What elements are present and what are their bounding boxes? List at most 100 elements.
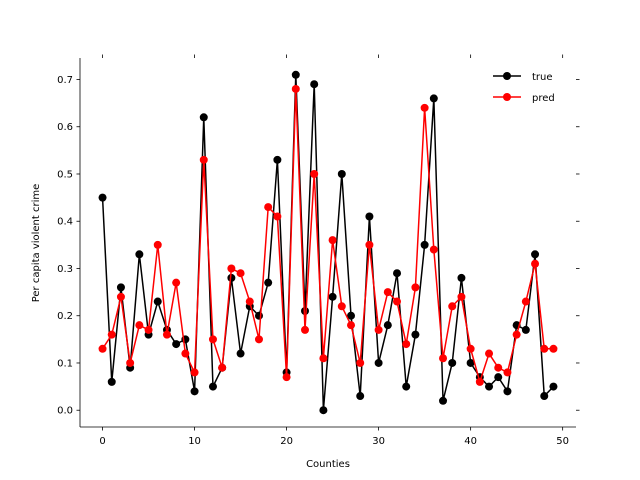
data-point-pred (393, 297, 402, 306)
data-point-pred (420, 103, 429, 112)
y-axis-title: Per capita violent crime (31, 184, 42, 303)
data-point-pred (300, 325, 309, 334)
x-tick-label: 40 (464, 436, 477, 447)
data-point-pred (282, 373, 291, 382)
data-point-pred (208, 335, 217, 344)
data-point-pred (254, 335, 263, 344)
data-point-pred (264, 203, 273, 212)
data-point-true (310, 80, 319, 89)
axes-layer: 0 10 20 30 40 50 0.0 0.1 0.2 0.3 0.4 0.5 0.6 0.7 (57, 54, 580, 447)
data-point-pred (531, 259, 540, 268)
data-point-true (172, 340, 181, 349)
data-point-true (457, 273, 466, 282)
data-point-true (402, 382, 411, 391)
data-point-true (190, 387, 199, 396)
data-point-pred (227, 264, 236, 273)
data-point-true (531, 250, 540, 259)
data-point-pred (521, 297, 530, 306)
data-point-true (365, 212, 374, 221)
data-point-true (466, 358, 475, 367)
data-point-true (549, 382, 558, 391)
legend-label-pred: pred (532, 93, 555, 104)
data-point-true (540, 392, 549, 401)
data-point-pred (319, 354, 328, 363)
data-point-true (291, 70, 300, 79)
data-point-true (236, 349, 245, 358)
data-point-pred (466, 344, 475, 353)
data-point-pred (236, 269, 245, 278)
data-point-true (420, 240, 429, 249)
data-point-pred (310, 169, 319, 178)
data-point-true (521, 325, 530, 334)
series-line-true (101, 74, 554, 411)
data-point-true (429, 94, 438, 103)
data-point-true (199, 113, 208, 122)
y-tick-label: 0.5 (57, 169, 73, 180)
data-point-pred (273, 212, 282, 221)
data-point-pred (172, 278, 181, 287)
data-point-true (319, 406, 328, 415)
data-point-pred (439, 354, 448, 363)
data-point-pred (245, 297, 254, 306)
data-point-true (494, 373, 503, 382)
data-point-true (264, 278, 273, 287)
series-true (98, 70, 558, 415)
data-point-pred (107, 330, 116, 339)
data-point-pred (503, 368, 512, 377)
data-point-pred (98, 344, 107, 353)
legend-marker-true (503, 72, 511, 80)
data-point-pred (162, 330, 171, 339)
data-point-pred (540, 344, 549, 353)
data-point-true (135, 250, 144, 259)
x-tick-label: 20 (280, 436, 293, 447)
data-point-pred (475, 377, 484, 386)
data-point-pred (328, 236, 337, 245)
y-tick-label: 0.0 (57, 406, 73, 417)
legend-label-true: true (532, 72, 553, 83)
data-point-pred (429, 245, 438, 254)
data-point-pred (457, 292, 466, 301)
data-point-true (383, 321, 392, 330)
data-point-pred (135, 321, 144, 330)
data-point-pred (218, 363, 227, 372)
data-point-pred (411, 283, 420, 292)
series-line-pred (101, 88, 554, 383)
data-point-pred (181, 349, 190, 358)
data-point-true (337, 169, 346, 178)
data-point-true (485, 382, 494, 391)
data-point-pred (153, 240, 162, 249)
data-point-true (439, 396, 448, 405)
data-point-true (393, 269, 402, 278)
x-tick-label: 50 (556, 436, 569, 447)
data-point-true (374, 358, 383, 367)
data-point-pred (485, 349, 494, 358)
data-point-pred (199, 155, 208, 164)
y-tick-label: 0.1 (57, 358, 73, 369)
y-tick-label: 0.2 (57, 311, 73, 322)
data-point-pred (190, 368, 199, 377)
data-point-pred (126, 358, 135, 367)
data-point-pred (448, 302, 457, 311)
data-point-pred (116, 292, 125, 301)
data-point-true (107, 377, 116, 386)
x-tick-label: 0 (99, 436, 105, 447)
series-layer (98, 70, 558, 415)
legend-marker-pred (503, 93, 511, 101)
x-tick-label: 10 (188, 436, 201, 447)
data-point-pred (374, 325, 383, 334)
data-point-pred (291, 84, 300, 93)
series-pred (98, 84, 558, 386)
data-point-true (503, 387, 512, 396)
data-point-true (273, 155, 282, 164)
data-point-pred (512, 330, 521, 339)
data-point-pred (383, 288, 392, 297)
data-point-pred (347, 321, 356, 330)
data-point-pred (356, 358, 365, 367)
data-point-true (448, 358, 457, 367)
data-point-true (356, 392, 365, 401)
y-tick-label: 0.4 (57, 217, 73, 228)
data-point-true (411, 330, 420, 339)
data-point-pred (144, 325, 153, 334)
x-tick-label: 30 (372, 436, 385, 447)
